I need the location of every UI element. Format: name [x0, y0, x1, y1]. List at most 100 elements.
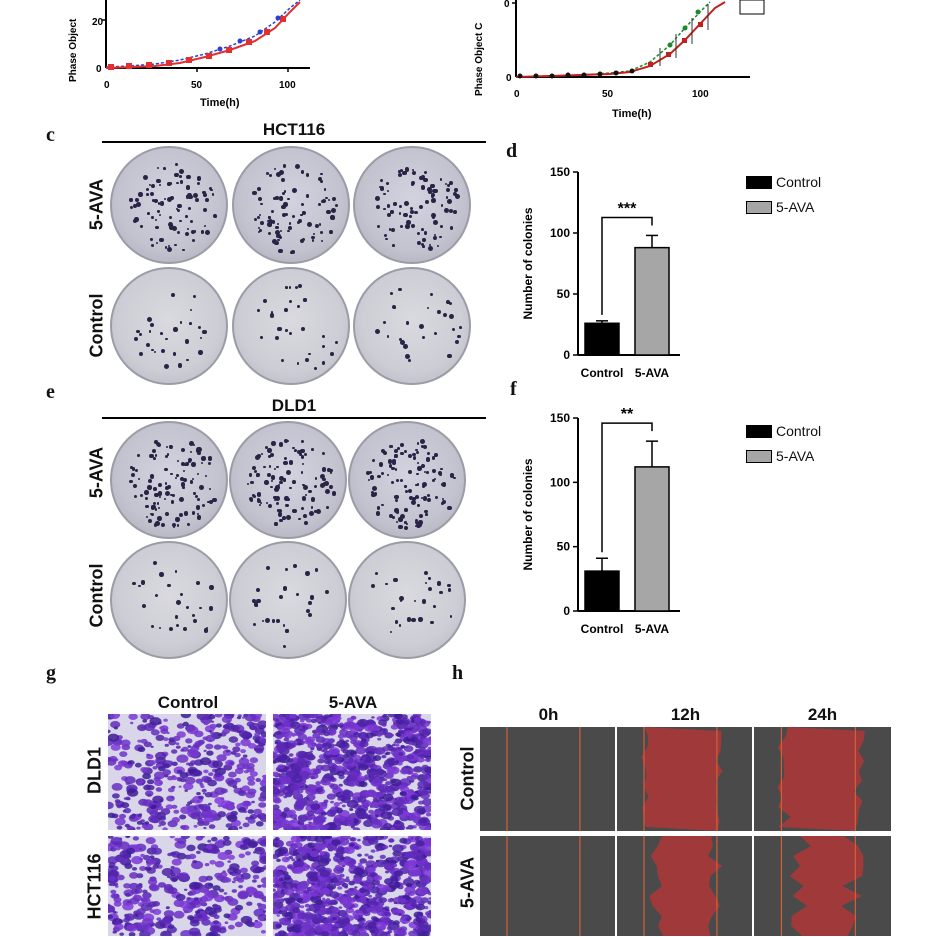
- colony: [149, 322, 155, 328]
- colony: [458, 326, 462, 329]
- panel-e-title: DLD1: [271, 396, 317, 415]
- colony: [129, 198, 133, 202]
- colony: [155, 442, 161, 447]
- colony: [378, 462, 384, 468]
- colony: [404, 450, 408, 454]
- colony: [185, 232, 190, 237]
- colony: [163, 167, 166, 170]
- colony: [155, 593, 159, 597]
- colony: [447, 584, 451, 588]
- colony: [169, 626, 174, 631]
- colony: [165, 511, 170, 516]
- transwell-hct116-ava: [273, 836, 431, 936]
- colony: [177, 363, 183, 368]
- colony: [267, 448, 273, 453]
- hct116-plate-2-1: [110, 267, 228, 385]
- colony: [300, 455, 305, 459]
- colony: [254, 470, 258, 474]
- colony: [318, 222, 322, 226]
- colony: [292, 446, 295, 450]
- colony: [275, 495, 280, 501]
- colony: [301, 495, 307, 501]
- colony: [129, 479, 133, 484]
- colony: [439, 590, 443, 595]
- colony: [135, 469, 139, 473]
- colony: [278, 248, 284, 254]
- x-tick-label: 5-AVA: [635, 622, 670, 636]
- colony: [253, 218, 257, 222]
- colony: [399, 596, 405, 602]
- colony: [405, 522, 409, 526]
- panel-letter-d: d: [506, 140, 518, 162]
- colony: [164, 482, 168, 485]
- colony: [168, 245, 171, 248]
- colony: [154, 440, 158, 445]
- colony: [385, 582, 388, 586]
- colony: [430, 620, 435, 625]
- colony: [445, 196, 449, 199]
- colony: [323, 480, 329, 486]
- colony: [457, 335, 461, 339]
- colony: [276, 509, 280, 512]
- colony: [175, 477, 178, 480]
- colony: [454, 340, 460, 345]
- panel-h-col-label-12h: 12h: [670, 705, 701, 724]
- colony: [257, 196, 263, 202]
- colony: [300, 506, 305, 511]
- colony: [436, 244, 440, 248]
- colony: [386, 204, 391, 208]
- colony: [320, 199, 325, 203]
- colony: [322, 344, 326, 349]
- colony: [286, 439, 290, 443]
- colony: [188, 194, 193, 199]
- colony: [412, 452, 416, 457]
- colony: [399, 225, 403, 229]
- colony: [202, 207, 208, 213]
- colony: [276, 222, 280, 226]
- colony: [153, 561, 158, 566]
- colony: [154, 219, 157, 222]
- colony: [300, 169, 305, 174]
- colony: [171, 292, 175, 297]
- colony: [177, 203, 182, 209]
- colony: [330, 468, 333, 472]
- colony: [419, 513, 423, 518]
- colony: [160, 332, 164, 335]
- colony: [180, 482, 186, 487]
- colony: [452, 328, 456, 332]
- colony: [319, 230, 323, 234]
- colony: [154, 454, 158, 458]
- colony: [292, 214, 296, 218]
- colony: [131, 467, 136, 472]
- colony: [259, 503, 262, 506]
- hct116-plate-1-2: [232, 146, 350, 264]
- colony: [453, 476, 456, 480]
- colony: [320, 172, 324, 176]
- colony: [434, 453, 438, 458]
- y-tick-label: 0: [563, 604, 570, 618]
- colony: [298, 283, 303, 288]
- colony: [179, 219, 182, 223]
- panel-g-row-label-dld1: DLD1: [84, 747, 105, 795]
- colony: [270, 485, 273, 488]
- colony: [164, 467, 168, 472]
- colony: [152, 198, 156, 202]
- colony: [155, 242, 158, 245]
- colony: [188, 458, 193, 463]
- colony: [276, 465, 279, 469]
- colony: [296, 305, 300, 308]
- colony: [416, 442, 420, 446]
- colony: [190, 450, 193, 454]
- colony: [386, 334, 390, 338]
- colony: [399, 479, 403, 483]
- colony: [256, 598, 261, 604]
- colony: [431, 456, 436, 460]
- colony: [270, 311, 274, 314]
- colony: [445, 208, 448, 211]
- colony: [194, 230, 197, 233]
- y-tick-label: 100: [550, 475, 570, 489]
- colony: [282, 192, 286, 196]
- colony: [427, 497, 432, 503]
- colony: [158, 482, 163, 487]
- transwell-hct116-control: [108, 836, 266, 936]
